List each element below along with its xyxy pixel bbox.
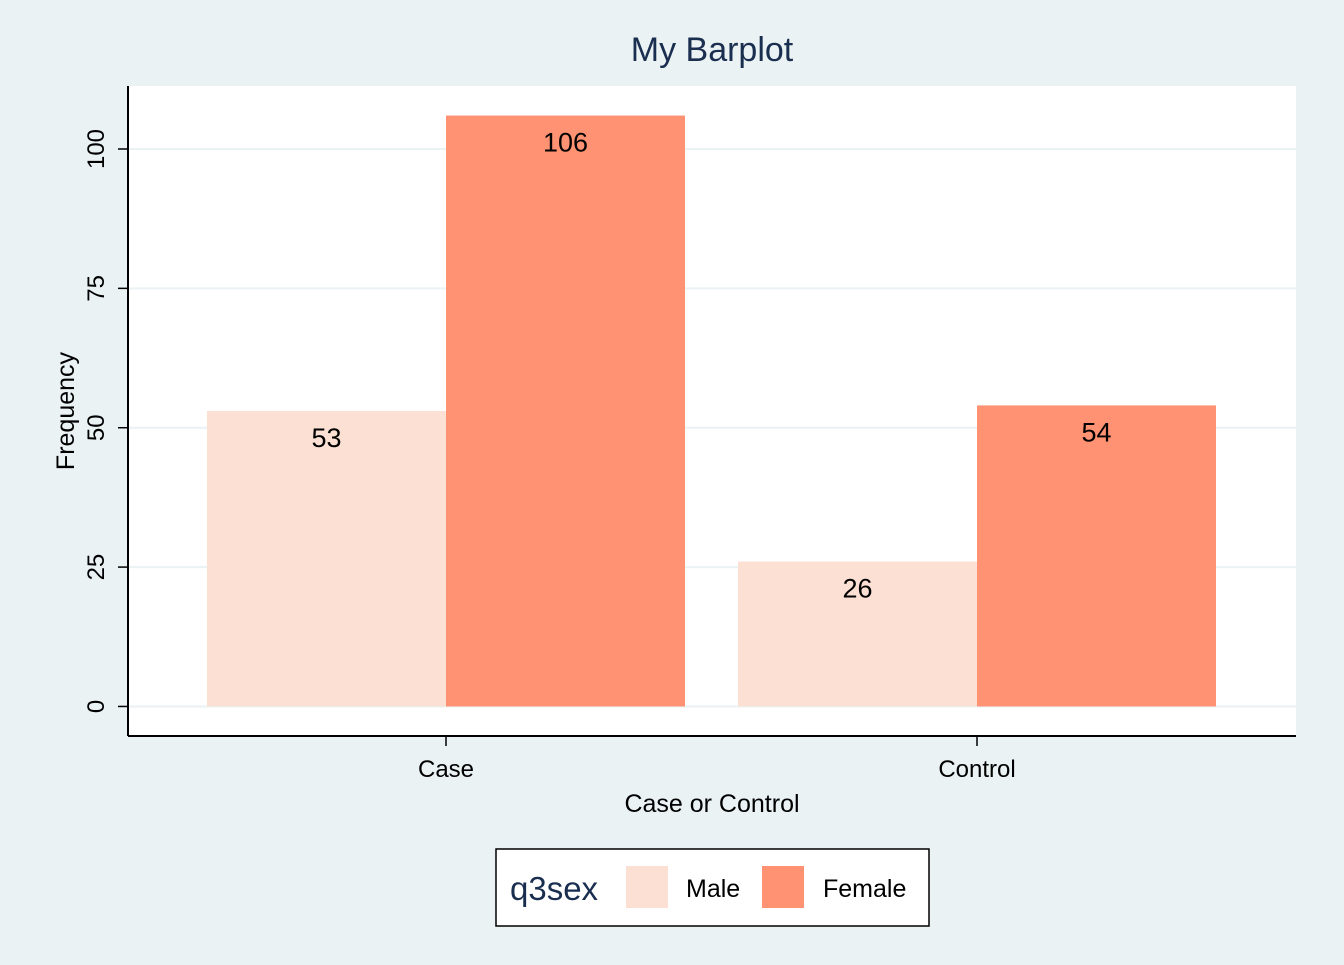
x-axis-title: Case or Control	[624, 790, 799, 818]
legend-items: Male Female	[626, 866, 906, 908]
y-axis-title: Frequency	[52, 351, 80, 470]
bar-case-male	[207, 411, 446, 707]
legend-swatch-male	[626, 866, 668, 908]
x-ticks: Case Control	[418, 736, 1016, 783]
bar-control-female	[977, 405, 1216, 707]
y-tick-label-0: 0	[83, 700, 110, 713]
legend-label-male: Male	[686, 875, 740, 903]
legend: q3sex Male Female	[495, 848, 930, 927]
y-tick-label-75: 75	[83, 275, 110, 302]
y-tick-label-100: 100	[83, 129, 110, 169]
data-labels: 53 106 26 54	[311, 128, 1111, 604]
x-tick-label-case: Case	[418, 756, 474, 783]
legend-swatch-female	[762, 866, 804, 908]
data-label-control-male: 26	[842, 574, 872, 604]
legend-title: q3sex	[510, 870, 599, 907]
data-label-case-male: 53	[311, 423, 341, 453]
y-tick-label-25: 25	[83, 554, 110, 581]
legend-label-female: Female	[823, 875, 906, 903]
y-ticks: 0 25 50 75 100	[83, 129, 128, 713]
bars	[207, 115, 1216, 707]
y-tick-label-50: 50	[83, 414, 110, 441]
x-tick-label-control: Control	[938, 756, 1015, 783]
axes	[127, 86, 1296, 737]
data-label-control-female: 54	[1081, 417, 1111, 447]
legend-box	[495, 848, 930, 927]
bar-case-female	[446, 115, 685, 707]
data-label-case-female: 106	[543, 128, 588, 158]
chart-title: My Barplot	[631, 31, 794, 69]
bar-control-male	[738, 561, 977, 707]
